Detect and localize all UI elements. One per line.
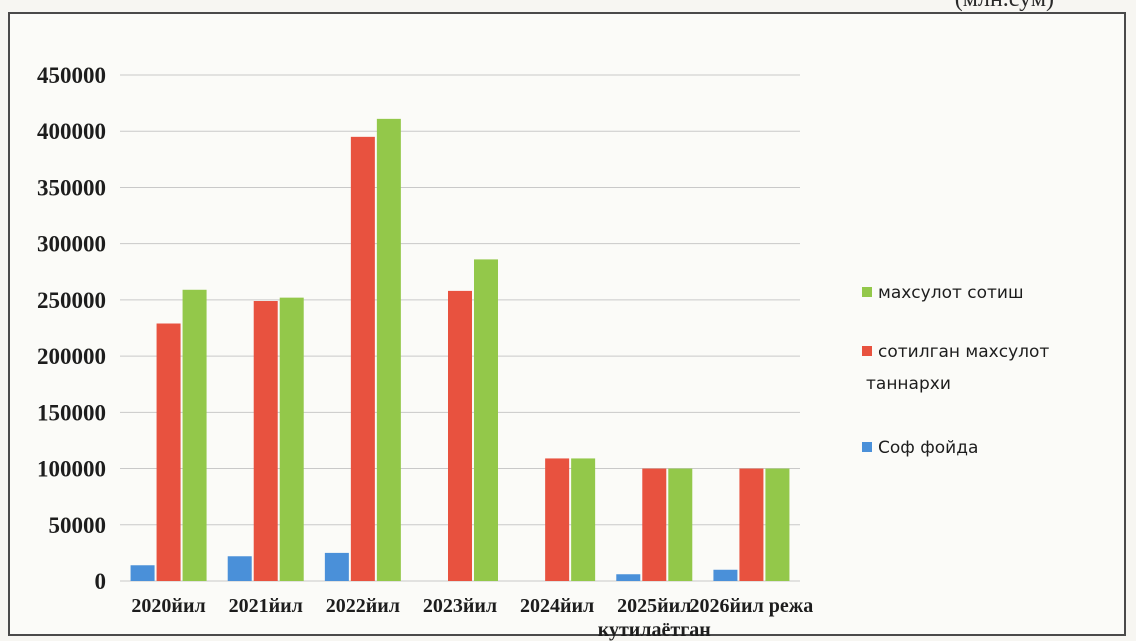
bar — [253, 301, 278, 581]
y-tick-label: 150000 — [37, 400, 106, 425]
bar — [227, 556, 252, 581]
x-tick-label: 2023йил — [423, 595, 497, 617]
x-tick-label: 2025йил — [617, 595, 691, 617]
y-tick-label: 450000 — [37, 63, 106, 88]
legend: махсулот сотиш сотилган махсулот таннархи С… — [862, 283, 1049, 458]
bar — [324, 552, 349, 581]
bar — [545, 458, 570, 581]
y-axis-ticks: 0 50000 100000 150000 200000 250000 300000 3500… — [37, 63, 106, 594]
x-tick-label: 2026йил режа — [690, 595, 814, 617]
bar — [156, 323, 181, 581]
y-tick-label: 300000 — [37, 232, 106, 257]
legend-label: сотилган махсулот — [878, 342, 1049, 362]
bar — [376, 118, 401, 581]
x-axis-ticks: 2020йил 2021йил 2022йил 2023йил 2024йил 2025й… — [131, 595, 813, 641]
legend-swatch — [862, 442, 872, 452]
y-tick-label: 250000 — [37, 288, 106, 313]
y-tick-label: 350000 — [37, 175, 106, 200]
bar — [642, 468, 667, 581]
bar — [739, 468, 764, 581]
x-tick-label: кутилаётган — [598, 619, 711, 641]
x-tick-label: 2021йил — [229, 595, 303, 617]
y-tick-label: 100000 — [37, 457, 106, 482]
bar — [182, 289, 207, 581]
bar — [448, 290, 472, 581]
bar — [765, 468, 790, 581]
legend-label: махсулот сотиш — [878, 283, 1024, 303]
y-tick-label: 0 — [95, 569, 107, 594]
y-tick-label: 50000 — [49, 513, 107, 538]
bar — [350, 136, 375, 581]
y-tick-label: 200000 — [37, 344, 106, 369]
bar — [474, 259, 498, 581]
bars — [130, 118, 790, 581]
legend-swatch — [862, 287, 872, 297]
x-tick-label: 2022йил — [326, 595, 400, 617]
bar — [713, 569, 738, 581]
bar — [616, 574, 641, 581]
bar — [571, 458, 596, 581]
x-tick-label: 2020йил — [131, 595, 205, 617]
legend-swatch — [862, 346, 872, 356]
bar — [130, 565, 155, 581]
x-tick-label: 2024йил — [520, 595, 594, 617]
legend-label: Соф фойда — [878, 438, 978, 458]
bar — [279, 297, 304, 581]
bar — [668, 468, 693, 581]
y-tick-label: 400000 — [37, 119, 106, 144]
unit-label: (млн.сум) — [955, 0, 1054, 13]
legend-label: таннархи — [866, 374, 951, 394]
